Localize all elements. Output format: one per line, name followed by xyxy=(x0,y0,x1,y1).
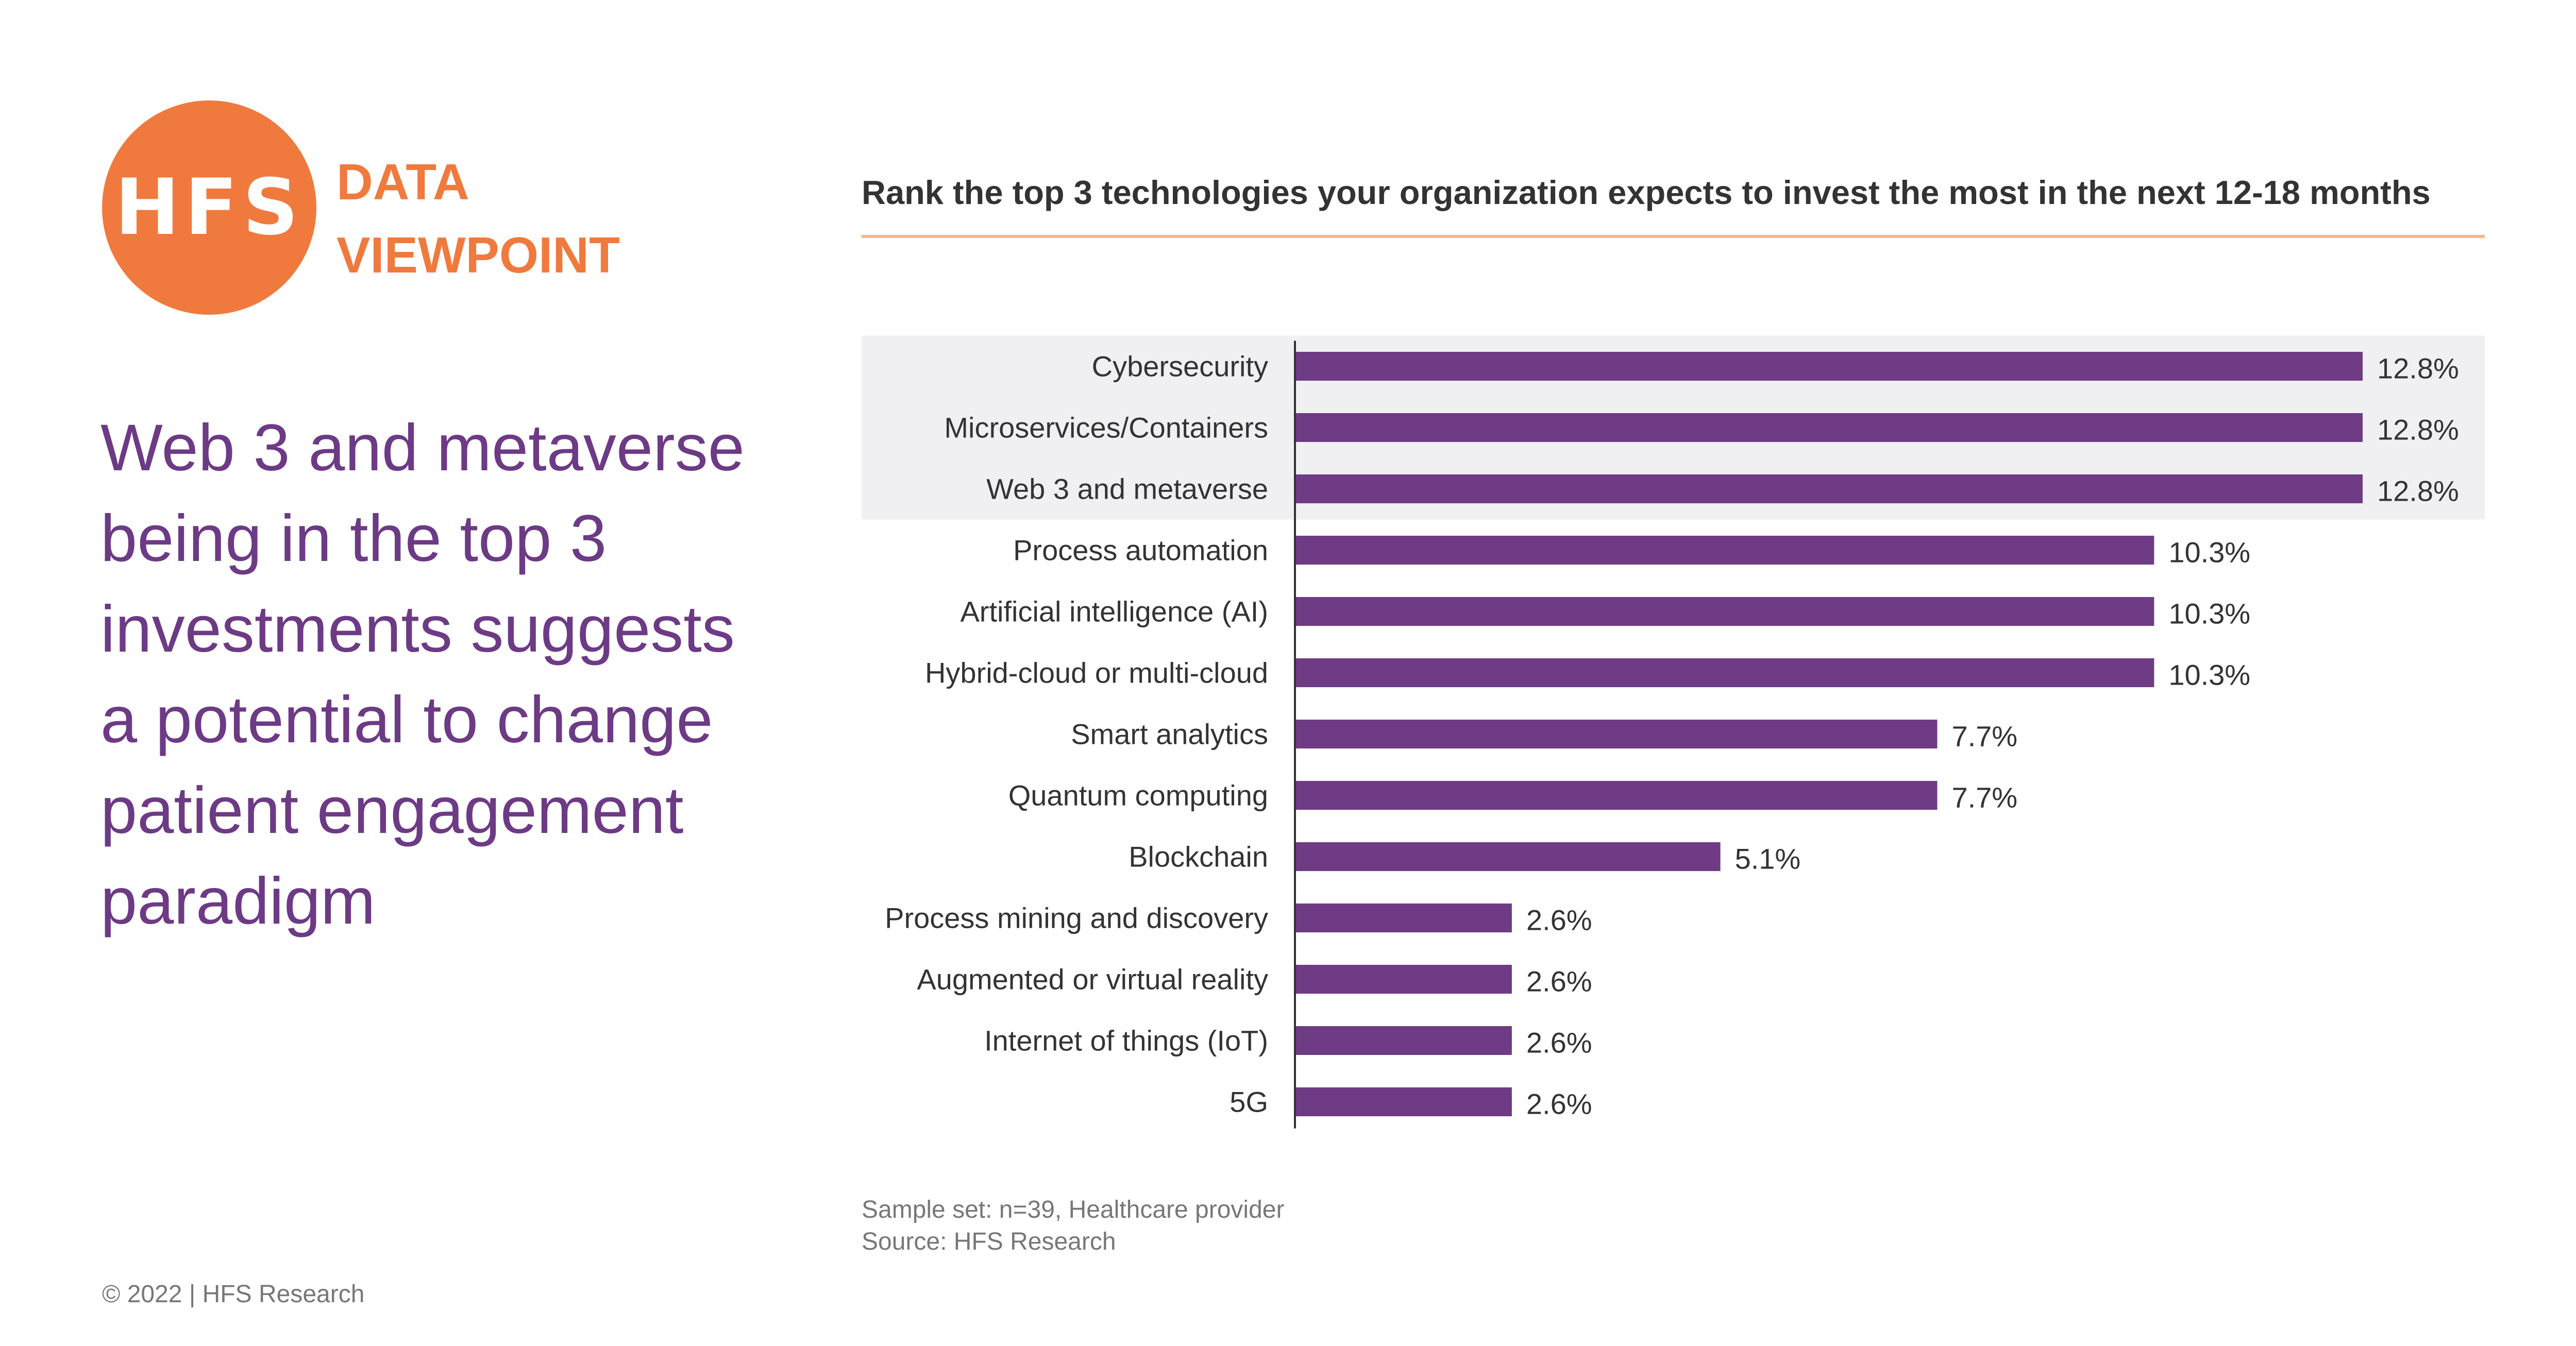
bar xyxy=(1295,352,2363,381)
category-label: Augmented or virtual reality xyxy=(917,963,1268,996)
category-label: Microservices/Containers xyxy=(944,412,1268,444)
bar xyxy=(1295,842,1721,871)
bar xyxy=(1295,1087,1512,1116)
data-label: 10.3% xyxy=(2168,536,2250,569)
headline-line: patient engagement xyxy=(100,774,684,847)
category-label: Hybrid-cloud or multi-cloud xyxy=(925,657,1268,689)
headline-line: paradigm xyxy=(100,864,376,938)
category-label: 5G xyxy=(1230,1086,1268,1118)
data-label: 2.6% xyxy=(1526,904,1592,936)
category-label: Internet of things (IoT) xyxy=(984,1025,1268,1057)
hfs-logo: HFS xyxy=(102,100,316,315)
chart-title: Rank the top 3 technologies your organiz… xyxy=(862,174,2431,211)
footnote: Sample set: n=39, Healthcare provider So… xyxy=(862,1194,1284,1258)
category-label: Process automation xyxy=(1013,534,1268,567)
bar xyxy=(1295,413,2363,442)
bar xyxy=(1295,1026,1512,1055)
sample-set-note: Sample set: n=39, Healthcare provider xyxy=(862,1196,1285,1223)
headline-line: a potential to change xyxy=(100,683,713,757)
headline-line: Web 3 and metaverse xyxy=(100,411,745,485)
category-label: Quantum computing xyxy=(1008,779,1268,812)
category-label: Cybersecurity xyxy=(1092,350,1268,383)
data-label: 10.3% xyxy=(2168,659,2250,691)
headline: Web 3 and metaverse being in the top 3 i… xyxy=(100,403,822,947)
data-label: 12.8% xyxy=(2377,414,2459,446)
bar xyxy=(1295,597,2154,626)
data-label: 7.7% xyxy=(1951,781,2017,814)
bar xyxy=(1295,965,1512,994)
category-label: Artificial intelligence (AI) xyxy=(960,595,1268,628)
bar xyxy=(1295,474,2363,503)
logo-text: HFS xyxy=(114,163,304,252)
data-label: 2.6% xyxy=(1526,1027,1592,1059)
data-label: 5.1% xyxy=(1735,843,1801,875)
title-underline xyxy=(862,235,2485,238)
brand-label-line: DATA xyxy=(336,154,469,210)
category-label: Process mining and discovery xyxy=(885,902,1268,934)
data-label: 12.8% xyxy=(2377,475,2459,507)
bar xyxy=(1295,781,1938,810)
copyright: © 2022 | HFS Research xyxy=(102,1281,365,1308)
category-label: Web 3 and metaverse xyxy=(986,473,1268,505)
bar xyxy=(1295,720,1938,748)
category-label: Smart analytics xyxy=(1071,718,1268,751)
bar xyxy=(1295,536,2154,565)
data-viewpoint-label: DATA VIEWPOINT xyxy=(336,145,620,292)
data-label: 7.7% xyxy=(1951,720,2017,753)
data-label: 10.3% xyxy=(2168,598,2250,630)
headline-line: being in the top 3 xyxy=(100,502,607,575)
source-note: Source: HFS Research xyxy=(862,1228,1116,1255)
brand-label-line: VIEWPOINT xyxy=(336,227,620,283)
data-label: 2.6% xyxy=(1526,1088,1592,1120)
headline-line: investments suggests xyxy=(100,592,735,666)
bar xyxy=(1295,658,2154,687)
category-label: Blockchain xyxy=(1129,841,1268,873)
bar xyxy=(1295,904,1512,932)
data-label: 12.8% xyxy=(2377,352,2459,385)
data-label: 2.6% xyxy=(1526,965,1592,998)
